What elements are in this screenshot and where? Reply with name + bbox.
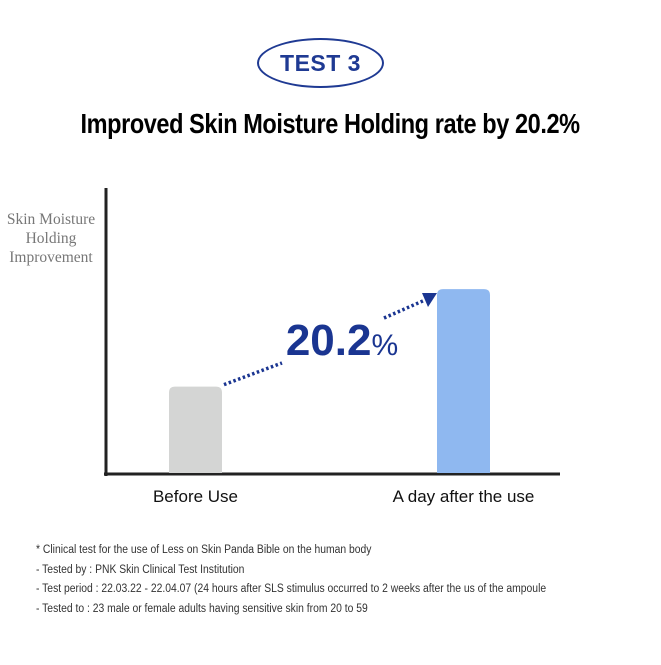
note-line: * Clinical test for the use of Less on S…: [36, 544, 372, 556]
note-line: - Test period : 22.03.22 - 22.04.07 (24 …: [36, 583, 547, 595]
note-line: - Tested by : PNK Skin Clinical Test Ins…: [36, 563, 245, 576]
badge-label: TEST 3: [280, 49, 361, 76]
arrowhead-icon: [422, 293, 437, 307]
arrow-dotted-line: [223, 361, 283, 387]
chart-title: Improved Skin Moisture Holding rate by 2…: [0, 108, 661, 140]
note-line: - Tested to : 23 male or female adults h…: [36, 602, 368, 615]
title-text: Improved Skin Moisture Holding rate by 2…: [80, 108, 581, 139]
y-axis-label: Skin Moisture Holding Improvement: [6, 211, 96, 266]
bar-before: [169, 386, 222, 473]
x-tick-label: A day after the use: [393, 487, 535, 506]
test-notes: * Clinical test for the use of Less on S…: [36, 541, 603, 619]
test-badge: TEST 3: [257, 38, 384, 88]
increase-arrow: [223, 293, 437, 387]
arrow-dotted-line: [383, 298, 426, 320]
bar-chart: 20.2% Before Use A day after the use: [104, 188, 560, 506]
x-tick-label: Before Use: [153, 487, 238, 506]
bar-after: [437, 289, 490, 473]
increase-label: 20.2%: [286, 316, 398, 365]
